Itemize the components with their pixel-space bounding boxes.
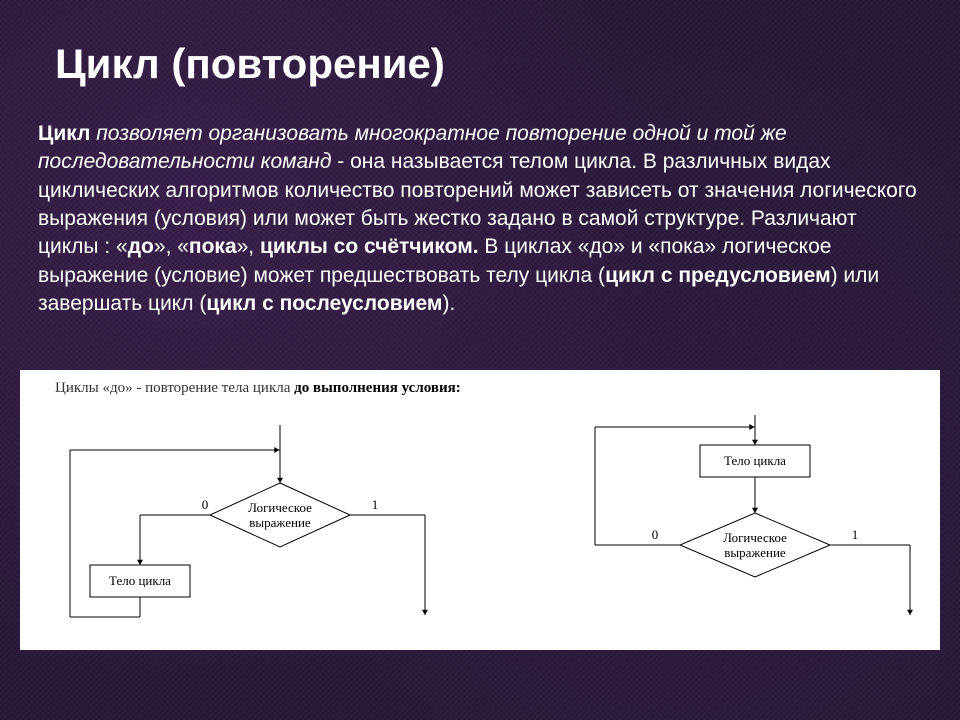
p5: пока <box>189 235 237 258</box>
p7: циклы со счётчиком. <box>260 235 479 258</box>
svg-text:0: 0 <box>202 497 209 512</box>
p12: ). <box>442 292 455 315</box>
p1-bold: Цикл <box>38 122 90 145</box>
p11: цикл с послеусловием <box>206 292 442 315</box>
diagram-panel: Циклы «до» - повторение тела цикла до вы… <box>20 370 940 650</box>
svg-text:Логическое: Логическое <box>723 530 787 545</box>
svg-text:Тело цикла: Тело цикла <box>724 453 786 468</box>
slide-title: Цикл (повторение) <box>55 40 445 88</box>
svg-text:0: 0 <box>652 527 659 542</box>
p3: до <box>128 235 154 258</box>
svg-text:1: 1 <box>852 527 859 542</box>
p4: », « <box>154 235 189 258</box>
svg-text:Тело цикла: Тело цикла <box>109 573 171 588</box>
slide-body: Цикл позволяет организовать многократное… <box>38 120 922 318</box>
p9: цикл с предусловием <box>605 264 831 287</box>
svg-text:Логическое: Логическое <box>248 500 312 515</box>
p6: », <box>237 235 260 258</box>
svg-text:выражение: выражение <box>724 545 786 560</box>
flowchart-svg: Логическоевыражение0Тело цикла1Тело цикл… <box>20 370 940 650</box>
svg-text:1: 1 <box>372 497 379 512</box>
svg-text:выражение: выражение <box>249 515 311 530</box>
